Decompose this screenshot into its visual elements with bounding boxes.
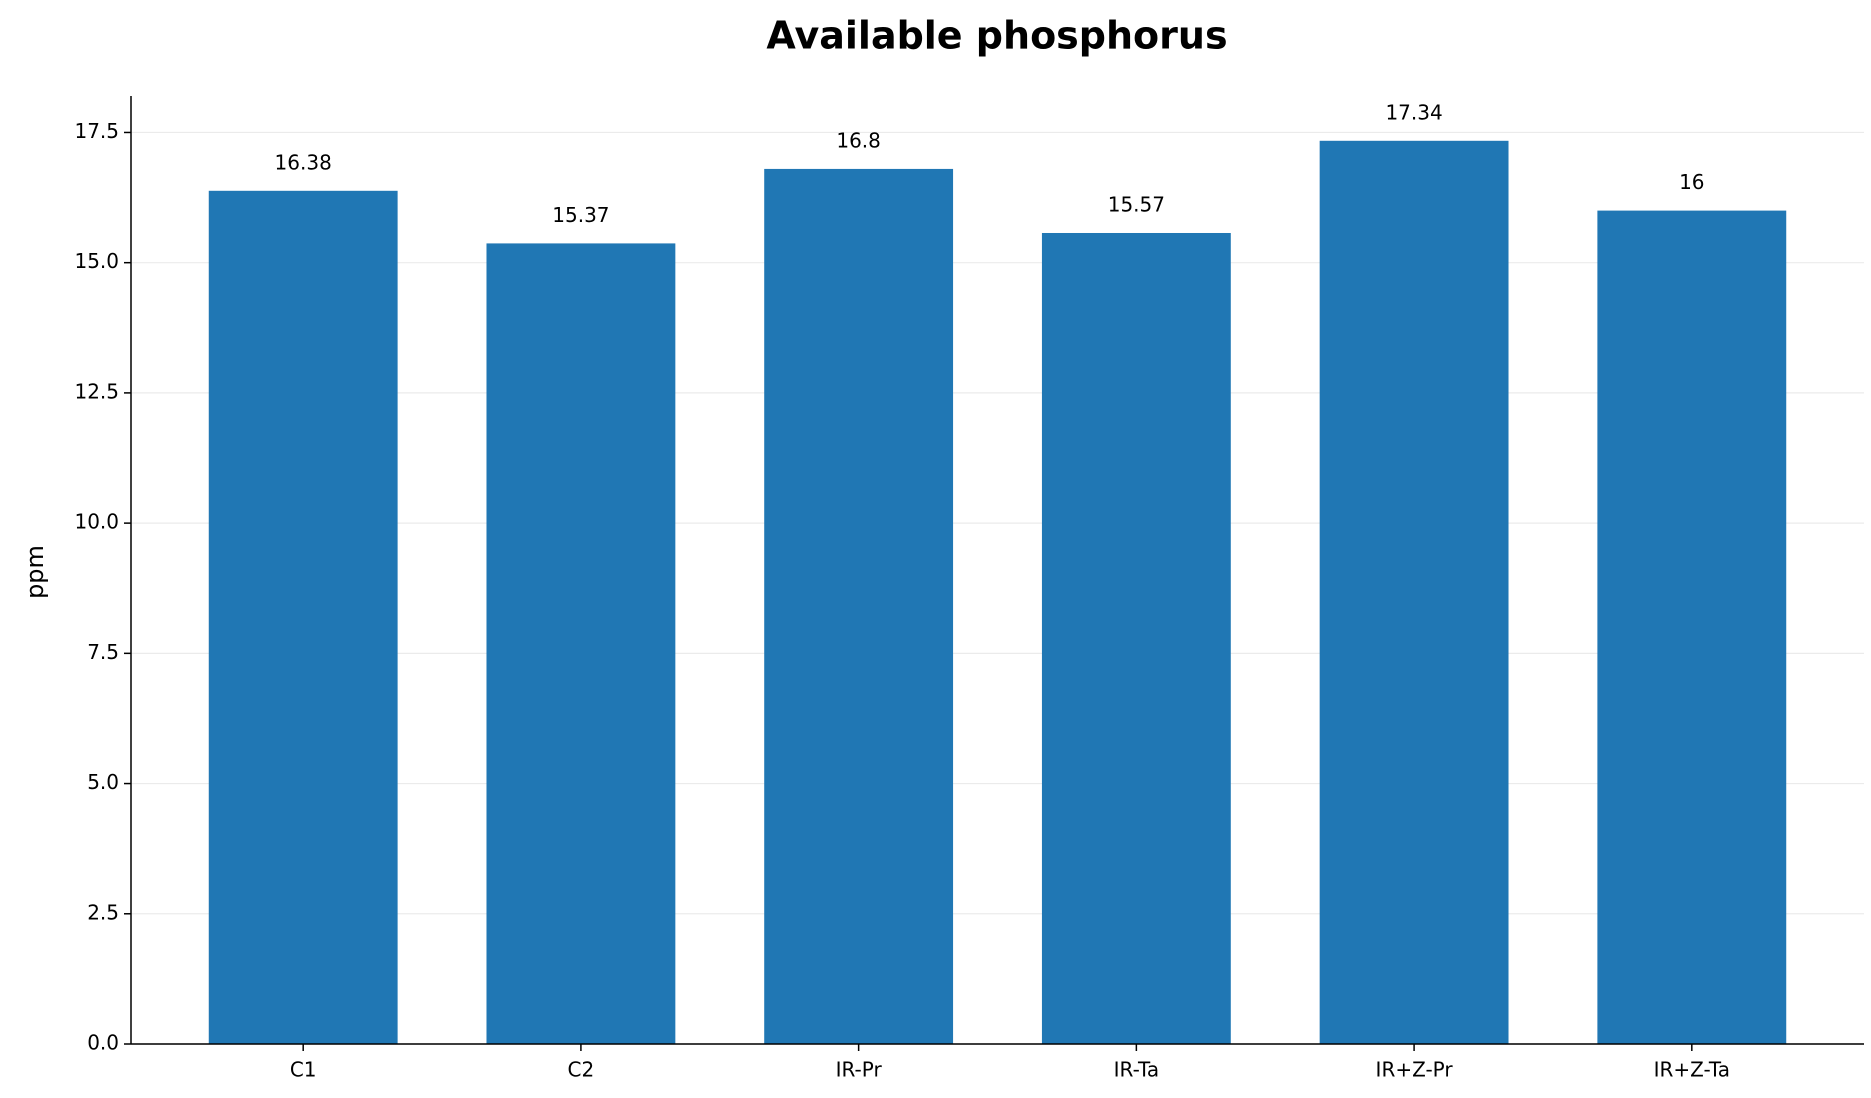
value-label: 16.8 — [836, 128, 881, 152]
value-label: 16 — [1679, 170, 1704, 194]
bar — [764, 168, 954, 1044]
bar — [1597, 210, 1787, 1045]
value-label: 15.57 — [1108, 192, 1165, 216]
y-tick-label: 2.5 — [87, 900, 119, 924]
y-tick-label: 7.5 — [87, 640, 119, 664]
bar — [208, 190, 398, 1045]
bar — [1041, 232, 1231, 1044]
y-tick-label: 15.0 — [74, 249, 119, 273]
x-tick-label: C2 — [568, 1058, 595, 1082]
y-tick-label: 5.0 — [87, 770, 119, 794]
x-tick-label: IR+Z-Pr — [1376, 1058, 1454, 1082]
x-tick-label: IR-Pr — [836, 1058, 883, 1082]
x-tick-label: IR+Z-Ta — [1654, 1058, 1730, 1082]
chart-title: Available phosphorus — [766, 14, 1227, 58]
x-tick-label: IR-Ta — [1114, 1058, 1160, 1082]
value-label: 16.38 — [275, 150, 332, 174]
y-axis-label: ppm — [21, 545, 49, 599]
y-tick-label: 10.0 — [74, 510, 119, 534]
y-tick-label: 12.5 — [74, 379, 119, 403]
y-tick-label: 0.0 — [87, 1031, 119, 1055]
x-tick-label: C1 — [290, 1058, 317, 1082]
y-tick-label: 17.5 — [74, 119, 119, 143]
bar — [1319, 140, 1509, 1045]
bar — [486, 243, 676, 1044]
value-label: 17.34 — [1385, 100, 1442, 124]
value-label: 15.37 — [552, 203, 609, 227]
